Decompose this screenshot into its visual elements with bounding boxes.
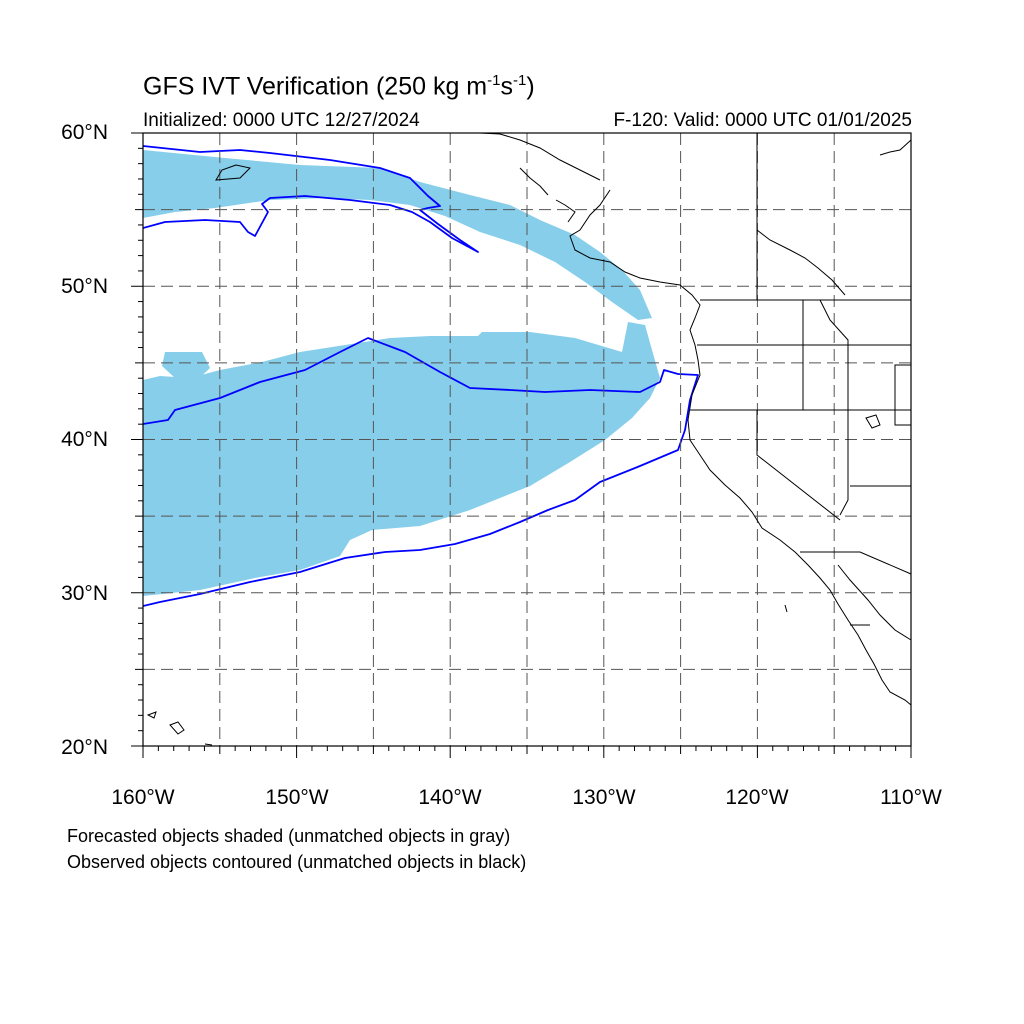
forecast-object-north: [143, 150, 652, 320]
title-mid: s: [500, 72, 513, 101]
lat-label-50: 50°N: [61, 275, 108, 298]
lon-label-130w: 130°W: [572, 786, 636, 809]
lon-label-150w: 150°W: [265, 786, 329, 809]
lon-label-140w: 140°W: [418, 786, 482, 809]
lat-label-60: 60°N: [61, 121, 108, 144]
title-main: GFS IVT Verification (250 kg m: [143, 72, 488, 101]
axis-ticks: [131, 132, 912, 758]
forecast-object-small: [162, 352, 210, 382]
graticule: [143, 133, 911, 746]
title-exponent-1: -1: [487, 72, 501, 89]
lon-label-120w: 120°W: [725, 786, 789, 809]
lat-label-20: 20°N: [61, 736, 108, 759]
observed-legend-note: Observed objects contoured (unmatched ob…: [67, 852, 527, 872]
lon-label-160w: 160°W: [111, 786, 175, 809]
lat-label-40: 40°N: [61, 428, 108, 451]
valid-time: F-120: Valid: 0000 UTC 01/01/2025: [613, 110, 912, 131]
lon-label-110w: 110°W: [880, 786, 942, 809]
initialized-time: Initialized: 0000 UTC 12/27/2024: [143, 110, 420, 131]
lat-label-30: 30°N: [61, 582, 108, 605]
coastlines-and-borders: [146, 132, 912, 746]
chart-title: GFS IVT Verification (250 kg m-1s-1): [143, 72, 535, 101]
forecast-legend-note: Forecasted objects shaded (unmatched obj…: [67, 826, 511, 846]
title-exponent-2: -1: [512, 72, 527, 89]
observed-contour-main: [143, 337, 699, 607]
observed-contour-north: [143, 145, 479, 253]
title-end: ): [526, 72, 535, 101]
